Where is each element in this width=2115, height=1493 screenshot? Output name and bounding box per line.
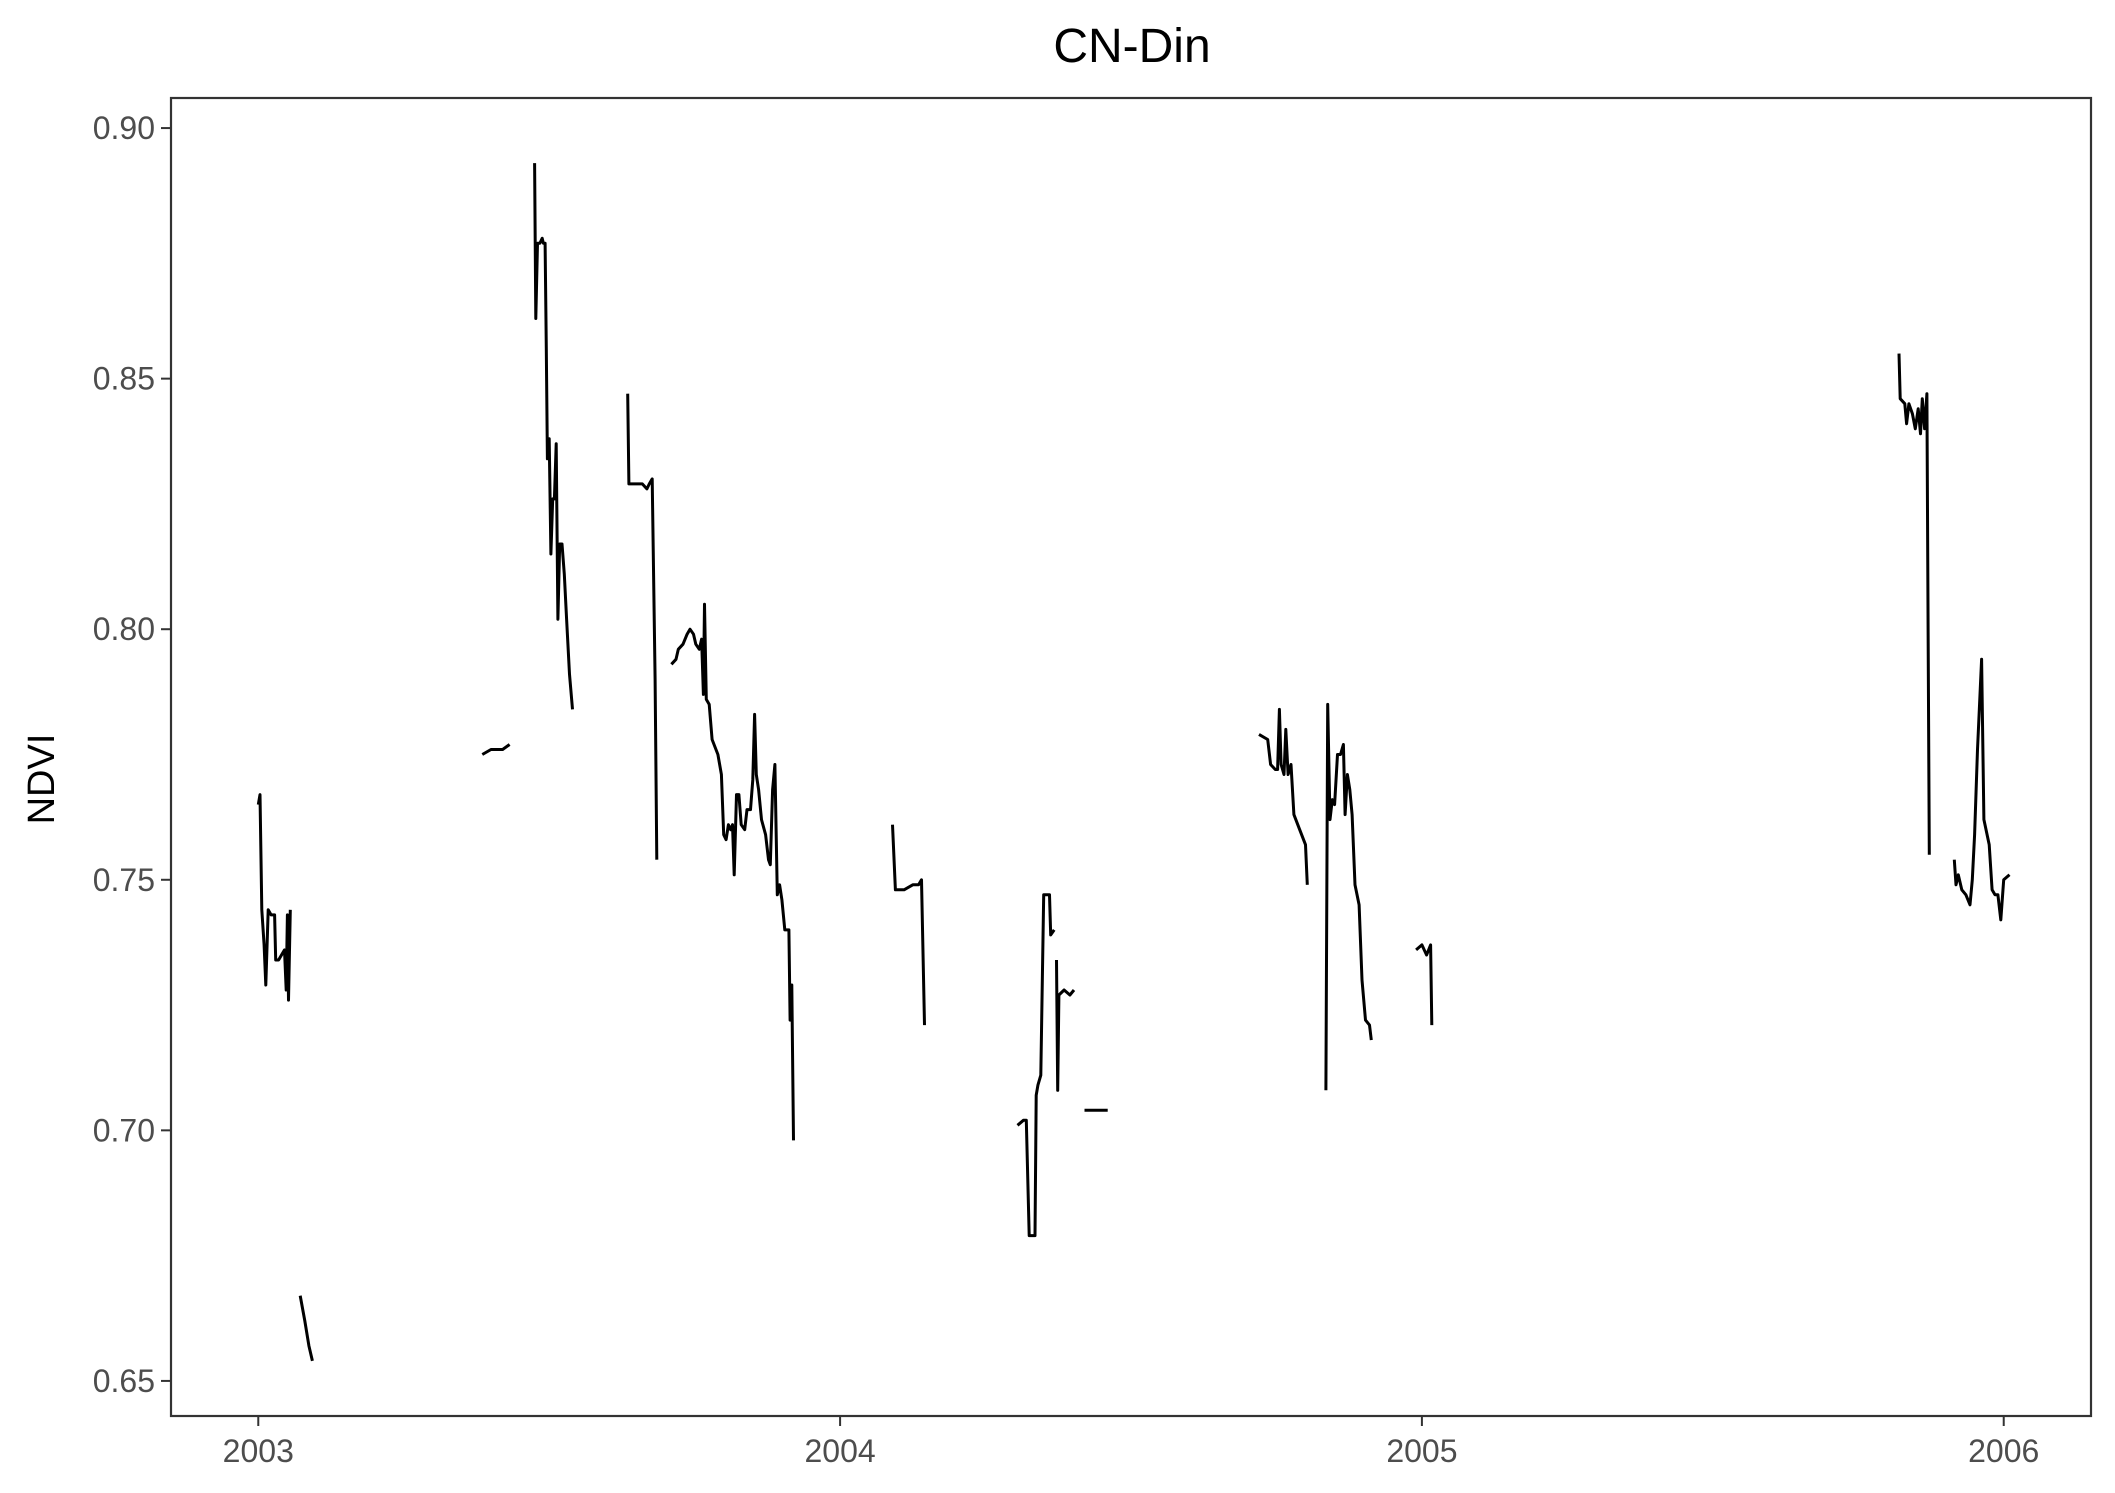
ndvi-line-segment — [1324, 702, 1373, 1091]
ndvi-line-segment — [1952, 657, 2011, 922]
ndvi-line-segment — [1016, 893, 1056, 1238]
x-tick-label: 2003 — [223, 1433, 294, 1469]
chart-title: CN-Din — [1053, 20, 1210, 73]
ndvi-line-segment — [481, 743, 511, 756]
y-tick-label: 0.85 — [93, 361, 155, 397]
ndvi-line-segment — [298, 1295, 314, 1362]
ndvi-line-segment — [1415, 943, 1434, 1026]
ndvi-line-segment — [891, 824, 926, 1026]
y-tick-label: 0.70 — [93, 1112, 155, 1148]
plot-border — [169, 96, 2093, 1418]
x-tick-label: 2004 — [804, 1433, 875, 1469]
x-tick-label: 2005 — [1386, 1433, 1457, 1469]
ndvi-line-segment — [1055, 959, 1076, 1092]
ndvi-line-segment — [533, 163, 574, 710]
y-axis: 0.65 0.70 0.75 0.80 0.85 0.90 — [93, 110, 171, 1399]
x-axis: 2003 2004 2005 2006 — [223, 1416, 2039, 1469]
plot-area — [256, 163, 2011, 1362]
ndvi-line-segment — [1258, 707, 1309, 885]
ndvi-line-segment — [626, 393, 659, 860]
ndvi-line-segment — [670, 602, 795, 1141]
x-tick-label: 2006 — [1968, 1433, 2039, 1469]
y-tick-label: 0.90 — [93, 110, 155, 146]
ndvi-line-segment — [256, 793, 292, 1002]
y-tick-label: 0.75 — [93, 862, 155, 898]
y-tick-label: 0.80 — [93, 611, 155, 647]
y-tick-label: 0.65 — [93, 1363, 155, 1399]
ndvi-line-segment — [1897, 353, 1931, 855]
y-axis-title: NDVI — [21, 734, 63, 825]
